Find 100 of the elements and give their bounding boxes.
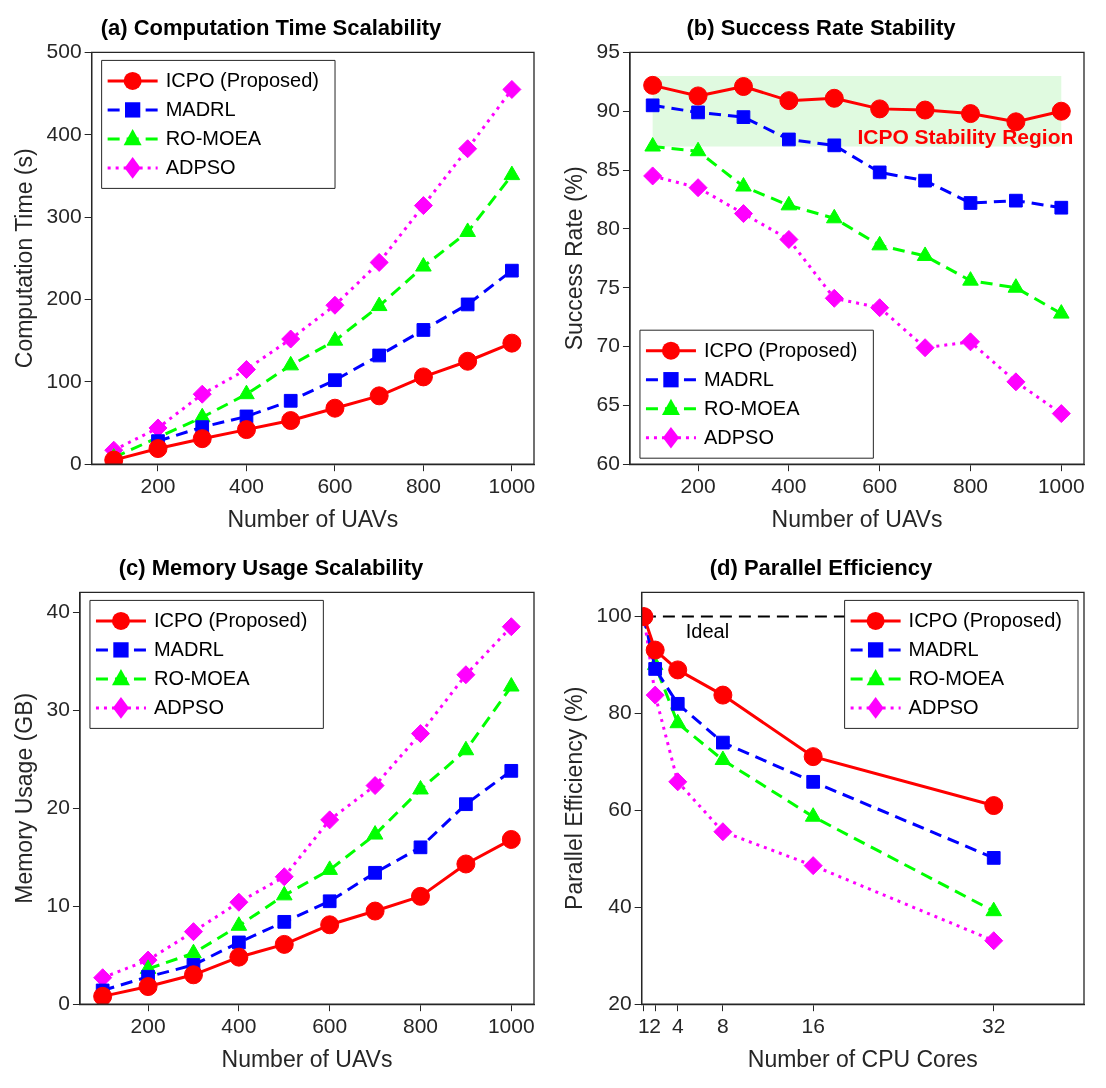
point [501,829,521,849]
point [138,977,158,997]
point [670,696,685,711]
point [779,229,799,249]
point [183,922,203,942]
point [93,986,113,1005]
point [192,384,212,404]
point [645,640,665,660]
x-axis-title: Number of CPU Cores [747,1045,978,1072]
y-tick-label: 20 [608,991,632,1014]
x-tick-label: 4 [671,1013,684,1037]
point [274,934,294,954]
y-tick-label: 95 [596,39,620,63]
point [370,296,388,312]
point [643,75,663,95]
point [325,295,345,315]
point [232,935,246,950]
y-tick-label: 100 [596,603,632,627]
x-tick-label: 600 [317,473,353,497]
point [713,822,733,842]
point [413,367,433,387]
point [501,617,521,637]
x-tick-label: 400 [221,1013,257,1037]
point [365,901,385,921]
x-axis-title: Number of UAVs [221,1045,393,1072]
point [320,915,340,935]
point [456,854,476,874]
point [148,439,168,459]
point [735,177,752,192]
point [326,331,344,346]
y-tick-label: 30 [46,696,70,720]
legend-label: ICPO (Proposed) [165,69,320,92]
point [872,165,887,180]
legend-label: RO-MOEA [908,667,1005,690]
point [915,338,935,358]
x-tick-label: 32 [982,1013,1006,1037]
point [229,947,249,967]
point [782,132,796,147]
point [503,165,521,181]
x-tick-label: 8 [717,1013,729,1037]
x-tick-label: 1000 [488,473,536,497]
y-tick-label: 75 [596,274,620,298]
x-axis-title: Number of UAVs [771,505,943,532]
point [827,138,842,153]
legend-label: ICPO (Proposed) [908,609,1062,632]
point [716,735,730,750]
point [372,348,387,363]
point [960,332,980,352]
point [668,772,688,792]
legend-label: MADRL [153,638,224,661]
point [502,333,522,353]
point [1054,200,1069,215]
point [1053,304,1070,319]
x-tick-label: 200 [140,473,176,497]
point [460,297,475,312]
point [824,288,844,308]
point [645,98,660,113]
x-tick-label: 1000 [487,1013,535,1037]
point [456,665,476,685]
point [648,662,663,676]
point [502,79,522,99]
y-axis-title: Success Rate (%) [561,166,588,351]
point [416,323,431,337]
legend-label: RO-MOEA [153,667,251,690]
point [504,763,519,778]
point [192,429,212,449]
point [505,263,519,278]
y-tick-label: 300 [46,203,82,227]
y-tick-label: 20 [46,794,70,818]
point [322,894,337,909]
point [458,139,478,159]
y-tick-label: 500 [46,39,82,63]
point [870,99,890,119]
point [320,810,340,830]
point [688,178,708,198]
point [644,137,661,152]
point [984,796,1004,816]
point [236,359,256,379]
y-tick-label: 40 [608,894,632,918]
y-axis-title: Memory Usage (GB) [11,692,38,904]
point [281,411,301,431]
point [274,867,294,887]
point [369,386,389,406]
point [645,685,665,705]
x-tick-label: 1000 [1037,473,1085,497]
point [183,965,203,985]
legend-label: MADRL [703,368,774,391]
y-tick-label: 70 [596,333,620,357]
legend-label: MADRL [908,638,979,661]
legend-label: ADPSO [908,696,979,719]
x-tick-label: 16 [801,1013,825,1037]
point [1009,193,1023,208]
point [281,329,301,349]
x-tick-label: 600 [862,473,898,497]
y-tick-label: 85 [596,156,620,180]
x-tick-label: 400 [228,473,264,497]
chart-title: (a) Computation Time Scalability [100,15,443,41]
legend-label: ADPSO [703,426,774,449]
point [458,351,478,371]
point [1006,372,1026,392]
